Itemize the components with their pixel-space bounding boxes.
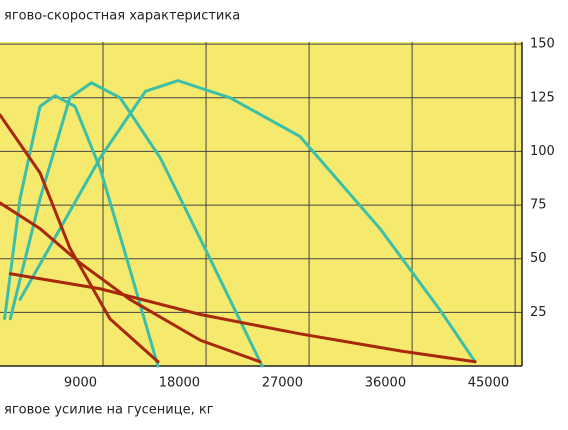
x-tick-label: 27000 xyxy=(262,376,303,391)
line-series xyxy=(0,201,262,364)
chart-title: ягово-скоростная характеристика xyxy=(4,9,240,24)
y-tick-label: 100 xyxy=(530,144,555,159)
line-series xyxy=(8,272,477,364)
line-series xyxy=(3,94,160,368)
x-tick-label: 18000 xyxy=(159,376,200,391)
line-series xyxy=(18,79,477,364)
x-tick-label: 9000 xyxy=(64,376,97,391)
x-tick-label: 45000 xyxy=(468,376,509,391)
y-tick-label: 25 xyxy=(530,305,547,320)
y-tick-label: 150 xyxy=(530,37,555,52)
y-tick-label: 125 xyxy=(530,90,555,105)
y-tick-label: 50 xyxy=(530,251,547,266)
x-tick-label: 36000 xyxy=(365,376,406,391)
line-series xyxy=(0,113,160,364)
y-tick-label: 75 xyxy=(530,198,547,213)
x-axis-label: яговое усилие на гусенице, кг xyxy=(4,403,214,418)
